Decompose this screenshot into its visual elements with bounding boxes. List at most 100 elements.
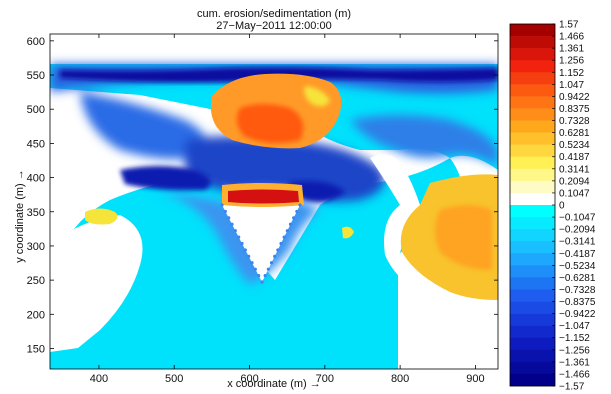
erosion-zone-right — [350, 115, 498, 166]
y-ticks: 150 200 250 300 350 400 450 500 550 600 — [27, 36, 498, 355]
cavity-edge-dot — [240, 241, 244, 246]
colorbar-tick-label: 0.3141 — [559, 164, 590, 175]
colorbar-tick-label: 1.466 — [559, 32, 584, 43]
erosion-zone-left — [80, 92, 208, 159]
colorbar-band — [510, 313, 555, 326]
colorbar-band — [510, 349, 555, 363]
cavity-edge-dot — [266, 267, 270, 271]
colorbar-tick-label: −1.152 — [559, 333, 590, 344]
cavity-edge-dot — [220, 203, 224, 207]
cavity-edge-dot — [295, 209, 299, 214]
colorbar-tick-label: −0.1047 — [559, 213, 596, 224]
colorbar-band — [510, 205, 555, 218]
colorbar-tick-label: 0.8375 — [559, 104, 590, 115]
colorbar-ticks: 1.571.4661.3611.2561.1521.0470.94220.837… — [552, 20, 596, 393]
colorbar-band — [510, 24, 555, 37]
y-tick-label: 450 — [27, 138, 45, 150]
cavity-edge-dot — [227, 216, 231, 220]
y-tick-label: 150 — [27, 343, 45, 355]
colorbar-band — [510, 301, 555, 314]
sedimentation-mid-patch — [342, 226, 354, 239]
y-tick-label: 200 — [27, 309, 45, 321]
cavity-edge-dot — [253, 267, 257, 271]
colorbar-band — [510, 217, 555, 230]
colorbar-tick-label: 0 — [559, 201, 565, 212]
colorbar-tick-label: −0.8375 — [559, 297, 596, 308]
cavity-white-left — [50, 215, 143, 352]
colorbar-tick-label: −0.6281 — [559, 273, 596, 284]
x-tick-label: 600 — [240, 373, 258, 385]
colorbar-band — [510, 289, 555, 302]
x-axis-label: x coordinate (m) → — [227, 378, 321, 390]
colorbar-band — [510, 120, 555, 133]
colorbar-band — [510, 373, 555, 387]
colorbar-band — [510, 253, 555, 266]
cavity-white-right — [370, 154, 498, 369]
cavity-edge-dot — [288, 222, 293, 226]
sedimentation-upper-mound-rim — [304, 86, 330, 107]
colorbar-band — [510, 229, 555, 242]
colorbar-tick-label: 0.1047 — [559, 188, 590, 199]
y-tick-label: 600 — [27, 36, 45, 48]
cavity-edge-dot — [269, 261, 274, 265]
colorbar-band — [510, 84, 555, 97]
colorbar-band — [510, 241, 555, 254]
colorbar-tick-label: 0.6281 — [559, 128, 590, 139]
cavity-edge-dot — [260, 280, 264, 284]
cavity-edge-dot — [250, 261, 254, 265]
colorbar-band — [510, 156, 555, 170]
colorbar-tick-label: 0.7328 — [559, 116, 590, 127]
sedimentation-right-lobe-core — [435, 205, 492, 270]
x-tick-label: 800 — [391, 373, 409, 385]
colorbar-band — [510, 192, 555, 206]
colorbar-tick-label: 1.57 — [559, 20, 579, 31]
colorbar-tick-label: −1.256 — [559, 345, 590, 356]
cavity-edge-dot — [298, 203, 302, 207]
sedimentation-bar-core — [228, 189, 299, 204]
colorbar-tick-label: −1.361 — [559, 357, 590, 368]
colorbar-tick-label: −0.4187 — [559, 249, 596, 260]
cavity-edge-dot — [257, 273, 261, 278]
cavity-edge-dot — [243, 248, 247, 252]
colorbar-band — [510, 48, 555, 61]
colorbar-band — [510, 36, 555, 49]
x-tick-label: 900 — [466, 373, 484, 385]
chart-subtitle: 27−May−2011 12:00:00 — [216, 20, 332, 32]
cavity-edge-dot — [247, 254, 251, 258]
deep-erosion-center-right — [290, 181, 345, 202]
colorbar-tick-label: −1.466 — [559, 369, 590, 380]
colorbar-tick-label: 0.4187 — [559, 152, 590, 163]
x-tick-label: 500 — [165, 373, 183, 385]
y-tick-label: 300 — [27, 241, 45, 253]
colorbar-tick-label: −0.9422 — [559, 309, 596, 320]
colorbar-tick-label: 1.361 — [559, 44, 584, 55]
deep-erosion-center — [120, 166, 211, 191]
y-tick-label: 250 — [27, 275, 45, 287]
cavity-edge-dot — [237, 235, 241, 239]
y-tick-label: 400 — [27, 173, 45, 185]
cavity-edge-dot — [273, 254, 277, 258]
colorbar-tick-label: −0.5234 — [559, 261, 596, 272]
colorbar-band — [510, 180, 555, 194]
colorbar-tick-label: 0.2094 — [559, 176, 590, 187]
colorbar-tick-label: −1.57 — [559, 382, 585, 393]
plot-area — [50, 34, 498, 369]
cavity-edge-dot — [285, 229, 289, 233]
cavity-edge-dot — [276, 248, 280, 252]
cavity-edge-dot — [292, 216, 296, 220]
colorbar-band — [510, 108, 555, 121]
colorbar-tick-label: 0.9422 — [559, 92, 590, 103]
y-tick-label: 350 — [27, 207, 45, 219]
colorbar-band — [510, 96, 555, 109]
colorbar-band — [510, 168, 555, 182]
colorbar-tick-label: −1.047 — [559, 321, 590, 332]
colorbar-tick-label: 0.5234 — [559, 140, 590, 151]
cavity-edge-dot — [230, 222, 234, 226]
cavity-edge-dot — [233, 229, 237, 233]
colorbar-band — [510, 60, 555, 73]
colorbar-band — [510, 132, 555, 145]
cavity-edge-dot — [279, 241, 283, 246]
colorbar-band — [510, 144, 555, 158]
colorbar-band — [510, 337, 555, 351]
colorbar-tick-label: −0.7328 — [559, 285, 596, 296]
